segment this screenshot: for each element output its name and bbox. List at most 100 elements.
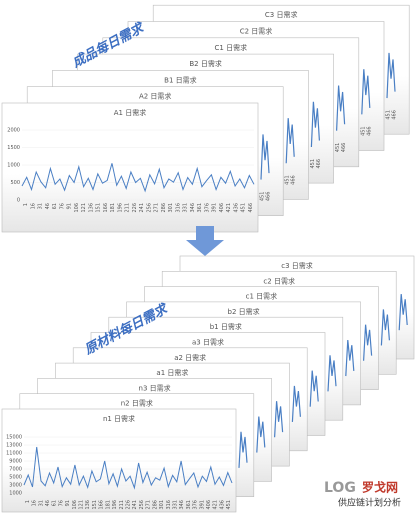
x-tick-label: 46	[45, 500, 51, 506]
x-tick-label: 346	[179, 500, 185, 510]
logo-latin: LOG	[324, 480, 356, 496]
x-tick-label: 451	[241, 203, 247, 213]
chart-sliver	[309, 370, 319, 407]
x-tick-label: 181	[110, 203, 116, 213]
chart-card	[1, 408, 237, 513]
x-tick-label: 76	[59, 203, 65, 209]
card-title: b1 日需求	[210, 322, 242, 331]
x-tick-label: 361	[186, 500, 192, 510]
x-tick-label: 151	[92, 500, 98, 510]
chart-card	[1, 102, 259, 233]
x-tick-label: 256	[146, 203, 152, 213]
chart-sliver	[336, 85, 346, 131]
sliver-tick-label: 451	[310, 159, 316, 169]
chart-sliver	[386, 52, 396, 99]
x-tick-label: 271	[146, 500, 152, 510]
card-title: n2 日需求	[121, 399, 153, 408]
sliver-tick-label: 466	[392, 110, 398, 120]
card-title: C1 日需求	[215, 43, 248, 52]
y-tick-label: 1000	[9, 491, 22, 497]
y-tick-label: 0	[17, 198, 20, 204]
y-tick-label: 1500	[7, 145, 20, 151]
x-tick-label: 421	[226, 203, 232, 213]
x-tick-label: 121	[81, 203, 87, 213]
sliver-tick-label: 466	[266, 192, 272, 202]
chart-sliver	[345, 339, 355, 377]
y-tick-label: 1000	[7, 163, 20, 169]
logo-subtitle: 供应链计划分析	[338, 497, 401, 509]
x-tick-label: 421	[213, 500, 219, 510]
x-tick-label: 181	[105, 500, 111, 510]
y-tick-label: 7000	[9, 467, 22, 473]
x-tick-label: 436	[233, 203, 239, 213]
card-title: c2 日需求	[263, 276, 295, 285]
card-title: b2 日需求	[228, 307, 260, 316]
y-tick-label: 3000	[9, 483, 22, 489]
x-tick-label: 406	[219, 203, 225, 213]
chart-sliver	[363, 324, 373, 361]
x-tick-label: 31	[38, 203, 44, 209]
card-title: c1 日需求	[246, 292, 278, 301]
card-title: n1 日需求	[103, 414, 135, 423]
chart-sliver	[238, 431, 248, 468]
y-tick-label: 13000	[6, 443, 22, 449]
sliver-tick-label: 451	[386, 110, 392, 120]
card-title: A1 日需求	[114, 108, 146, 117]
x-tick-label: 106	[74, 203, 80, 213]
sliver-tick-label: 451	[360, 126, 366, 136]
x-tick-label: 286	[152, 500, 158, 510]
y-tick-label: 11000	[6, 451, 22, 457]
logo-brand: 罗戈网	[362, 480, 398, 495]
card-title: a1 日需求	[156, 368, 188, 377]
x-tick-label: 166	[103, 203, 109, 213]
chart-sliver	[285, 118, 295, 164]
chart-sliver	[260, 134, 270, 180]
x-tick-label: 286	[161, 203, 167, 213]
x-tick-label: 361	[197, 203, 203, 213]
x-tick-label: 226	[126, 500, 132, 510]
x-tick-label: 46	[45, 203, 51, 209]
x-tick-label: 151	[96, 203, 102, 213]
sliver-tick-label: 466	[316, 159, 322, 169]
sliver-tick-label: 451	[285, 175, 291, 185]
chart-sliver	[327, 355, 337, 392]
x-tick-label: 376	[204, 203, 210, 213]
x-tick-label: 91	[65, 500, 71, 506]
x-tick-label: 121	[79, 500, 85, 510]
x-tick-label: 316	[166, 500, 172, 510]
card-title: c3 日需求	[281, 261, 313, 270]
x-tick-label: 451	[226, 500, 232, 510]
x-tick-label: 316	[175, 203, 181, 213]
demand-line	[23, 446, 233, 490]
card-title: B1 日需求	[164, 75, 196, 84]
chart-sliver	[291, 385, 301, 422]
x-tick-label: 196	[112, 500, 118, 510]
y-tick-label: 2000	[7, 128, 20, 134]
x-tick-label: 271	[154, 203, 160, 213]
sliver-tick-label: 466	[341, 143, 347, 153]
demand-line	[21, 163, 255, 193]
x-tick-label: 61	[52, 500, 58, 506]
x-tick-label: 61	[52, 203, 58, 209]
card-title: A2 日需求	[139, 92, 171, 101]
card-title: n3 日需求	[139, 383, 171, 392]
chart-sliver	[398, 294, 408, 331]
x-tick-label: 406	[206, 500, 212, 510]
x-tick-label: 91	[67, 203, 73, 209]
x-tick-label: 1	[23, 203, 29, 206]
card-title: C2 日需求	[240, 27, 273, 36]
y-tick-label: 5000	[9, 475, 22, 481]
x-tick-label: 256	[139, 500, 145, 510]
x-tick-label: 16	[32, 500, 38, 506]
y-tick-label: 500	[10, 180, 20, 186]
y-tick-label: 15000	[6, 435, 22, 441]
x-tick-label: 31	[38, 500, 44, 506]
card-title: a2 日需求	[174, 353, 206, 362]
x-tick-label: 391	[212, 203, 218, 213]
x-tick-label: 106	[72, 500, 78, 510]
x-tick-label: 211	[125, 203, 131, 213]
x-tick-label: 76	[58, 500, 64, 506]
sliver-tick-label: 451	[335, 143, 341, 153]
card-title: B2 日需求	[189, 59, 221, 68]
